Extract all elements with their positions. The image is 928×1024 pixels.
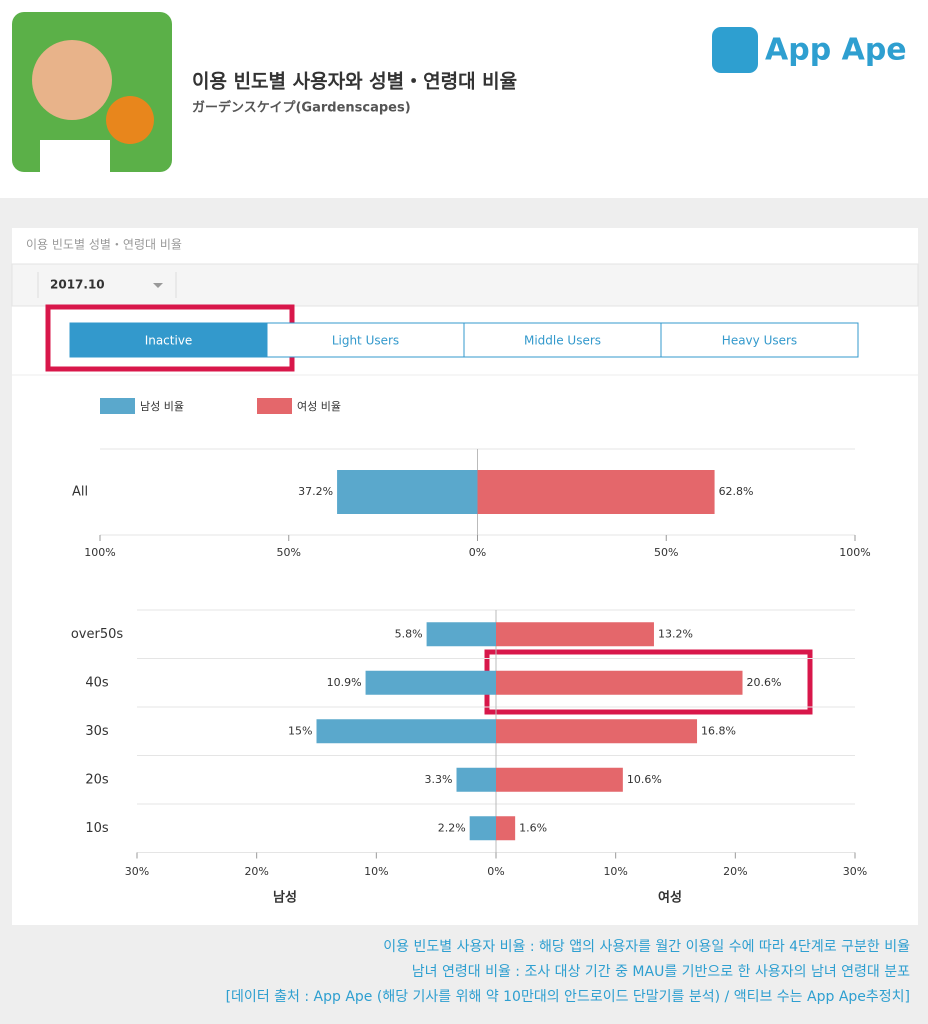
footer-note: [데이터 출처 : App Ape (해당 기사를 위해 약 10만대의 안드로… xyxy=(226,989,910,1005)
brand-icon xyxy=(712,27,758,73)
bar xyxy=(469,816,496,841)
panel-title: 이용 빈도별 성별・연령대 비율 xyxy=(26,238,182,252)
footer-note: 이용 빈도별 사용자 비율 : 해당 앱의 사용자를 월간 이용일 수에 따라 … xyxy=(383,939,910,955)
dropdown-arrow xyxy=(153,283,163,288)
x-tick-label: 0% xyxy=(469,546,486,559)
bar xyxy=(496,767,623,792)
x-tick-label: 10% xyxy=(603,865,627,878)
bar xyxy=(496,670,743,695)
x-tick-label: 10% xyxy=(364,865,388,878)
category-label: 20s xyxy=(85,772,109,787)
x-tick-label: 0% xyxy=(487,865,504,878)
x-tick-label: 50% xyxy=(654,546,678,559)
bar xyxy=(316,719,496,744)
tab[interactable] xyxy=(266,322,465,358)
tab-label[interactable]: Middle Users xyxy=(524,334,601,348)
x-tick-label: 50% xyxy=(277,546,301,559)
date-select[interactable]: 2017.10 xyxy=(50,278,105,292)
x-tick-label: 100% xyxy=(839,546,870,559)
axis-label: 여성 xyxy=(658,890,682,906)
value-label: 16.8% xyxy=(701,724,736,737)
icon-face xyxy=(32,40,112,120)
value-label: 10.6% xyxy=(627,773,662,786)
value-label: 15% xyxy=(288,724,312,737)
bar xyxy=(337,470,478,514)
category-label: over50s xyxy=(71,627,124,642)
icon-shirt xyxy=(40,140,110,172)
bar xyxy=(426,622,496,647)
value-label: 5.8% xyxy=(395,627,423,640)
value-label: 1.6% xyxy=(519,821,547,834)
value-label: 37.2% xyxy=(298,485,333,498)
category-label: 40s xyxy=(85,675,109,690)
legend-swatch xyxy=(257,398,292,414)
category-label: 30s xyxy=(85,724,109,739)
bar xyxy=(496,622,654,647)
bar xyxy=(496,719,698,744)
axis-label: 남성 xyxy=(273,890,297,906)
bar xyxy=(477,470,715,514)
legend-label: 남성 비율 xyxy=(140,400,184,413)
tab[interactable] xyxy=(463,322,662,358)
tab[interactable] xyxy=(69,322,268,358)
bar xyxy=(365,670,496,695)
x-tick-label: 20% xyxy=(723,865,747,878)
tab-label[interactable]: Light Users xyxy=(332,334,399,348)
value-label: 10.9% xyxy=(327,676,362,689)
brand-name: App Ape xyxy=(765,33,907,68)
tab-label[interactable]: Inactive xyxy=(145,334,193,348)
x-tick-label: 20% xyxy=(244,865,268,878)
value-label: 20.6% xyxy=(747,676,782,689)
icon-pumpkin xyxy=(106,96,154,144)
header-title: 이용 빈도별 사용자와 성별・연령대 비율 xyxy=(192,71,517,93)
x-tick-label: 30% xyxy=(125,865,149,878)
tab-label[interactable]: Heavy Users xyxy=(722,334,797,348)
date-row xyxy=(11,263,919,307)
legend-swatch xyxy=(100,398,135,414)
footer-note: 남녀 연령대 비율 : 조사 대상 기간 중 MAU를 기반으로 한 사용자의 … xyxy=(412,964,910,980)
value-label: 3.3% xyxy=(425,773,453,786)
tab[interactable] xyxy=(660,322,859,358)
x-tick-label: 100% xyxy=(84,546,115,559)
value-label: 2.2% xyxy=(438,821,466,834)
legend-label: 여성 비율 xyxy=(297,400,341,413)
bar xyxy=(456,767,496,792)
category-label: All xyxy=(72,485,88,500)
value-label: 62.8% xyxy=(719,485,754,498)
header-subtitle: ガーデンスケイプ(Gardenscapes) xyxy=(192,100,411,116)
value-label: 13.2% xyxy=(658,627,693,640)
category-label: 10s xyxy=(85,821,109,836)
bar xyxy=(496,816,516,841)
x-tick-label: 30% xyxy=(843,865,867,878)
